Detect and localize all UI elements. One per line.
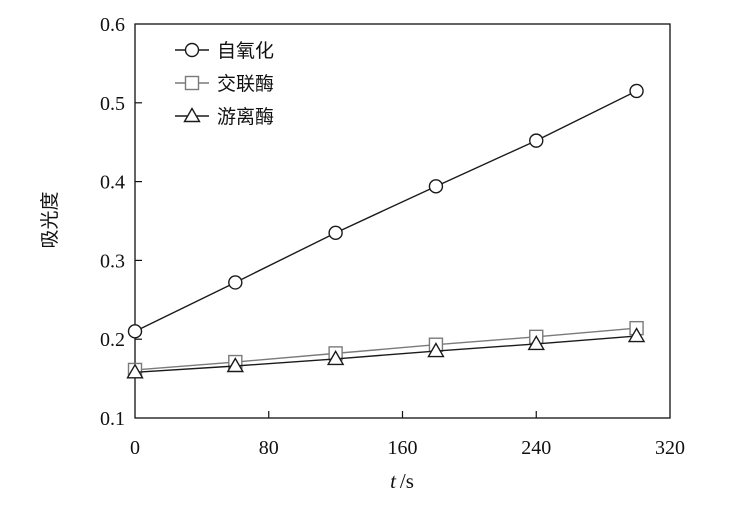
series-circle [127, 83, 644, 339]
y-tick-label: 0.4 [100, 172, 125, 194]
y-tick-label: 0.2 [100, 329, 125, 351]
legend-item: 自氧化 [175, 40, 274, 62]
data-point-circle [428, 179, 444, 194]
y-tick-label: 0.3 [100, 250, 125, 272]
data-point-circle [629, 83, 644, 99]
legend-label: 游离酶 [217, 106, 274, 128]
x-axis-variable: t [390, 469, 397, 493]
x-tick-label: 80 [259, 437, 279, 459]
x-tick-label: 240 [521, 437, 551, 459]
data-point-circle [228, 275, 243, 290]
x-axis-unit: /s [400, 469, 414, 493]
legend-item: 游离酶 [175, 106, 274, 128]
legend-label: 交联酶 [217, 73, 274, 95]
data-point-triangle [527, 335, 545, 351]
y-tick-label: 0.5 [100, 93, 125, 115]
data-point-circle [328, 225, 343, 241]
legend-item: 交联酶 [175, 73, 274, 95]
data-point-triangle [627, 327, 646, 343]
plot-frame [134, 23, 671, 419]
series-triangle [126, 327, 646, 379]
legend-marker-circle [184, 42, 200, 58]
legend-marker-square [184, 75, 200, 91]
data-point-triangle [326, 349, 345, 366]
y-tick-label: 0.1 [100, 408, 125, 430]
x-tick-label: 320 [655, 437, 685, 459]
series-line [134, 327, 637, 371]
y-tick-label: 0.6 [100, 14, 125, 36]
data-point-triangle [427, 342, 445, 358]
x-tick-label: 160 [388, 437, 418, 459]
data-point-circle [127, 324, 143, 339]
legend-label: 自氧化 [217, 40, 274, 62]
data-point-triangle [126, 363, 144, 379]
data-point-circle [529, 133, 544, 148]
series-line [134, 90, 637, 332]
data-point-triangle [226, 357, 245, 373]
series-line [134, 335, 637, 373]
x-axis-title: t/s [390, 469, 414, 493]
legend-marker-triangle [183, 107, 201, 123]
x-tick-label: 0 [130, 437, 140, 459]
y-axis-title: 吸光度 [39, 191, 61, 248]
